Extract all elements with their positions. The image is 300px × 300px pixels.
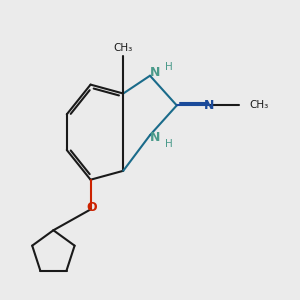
Text: CH₃: CH₃ xyxy=(250,100,269,110)
Text: N: N xyxy=(150,131,161,144)
Text: H: H xyxy=(165,62,172,72)
Text: N: N xyxy=(204,99,214,112)
Text: CH₃: CH₃ xyxy=(114,43,133,53)
Text: N: N xyxy=(150,66,161,79)
Text: O: O xyxy=(87,202,98,214)
Text: H: H xyxy=(165,139,172,149)
